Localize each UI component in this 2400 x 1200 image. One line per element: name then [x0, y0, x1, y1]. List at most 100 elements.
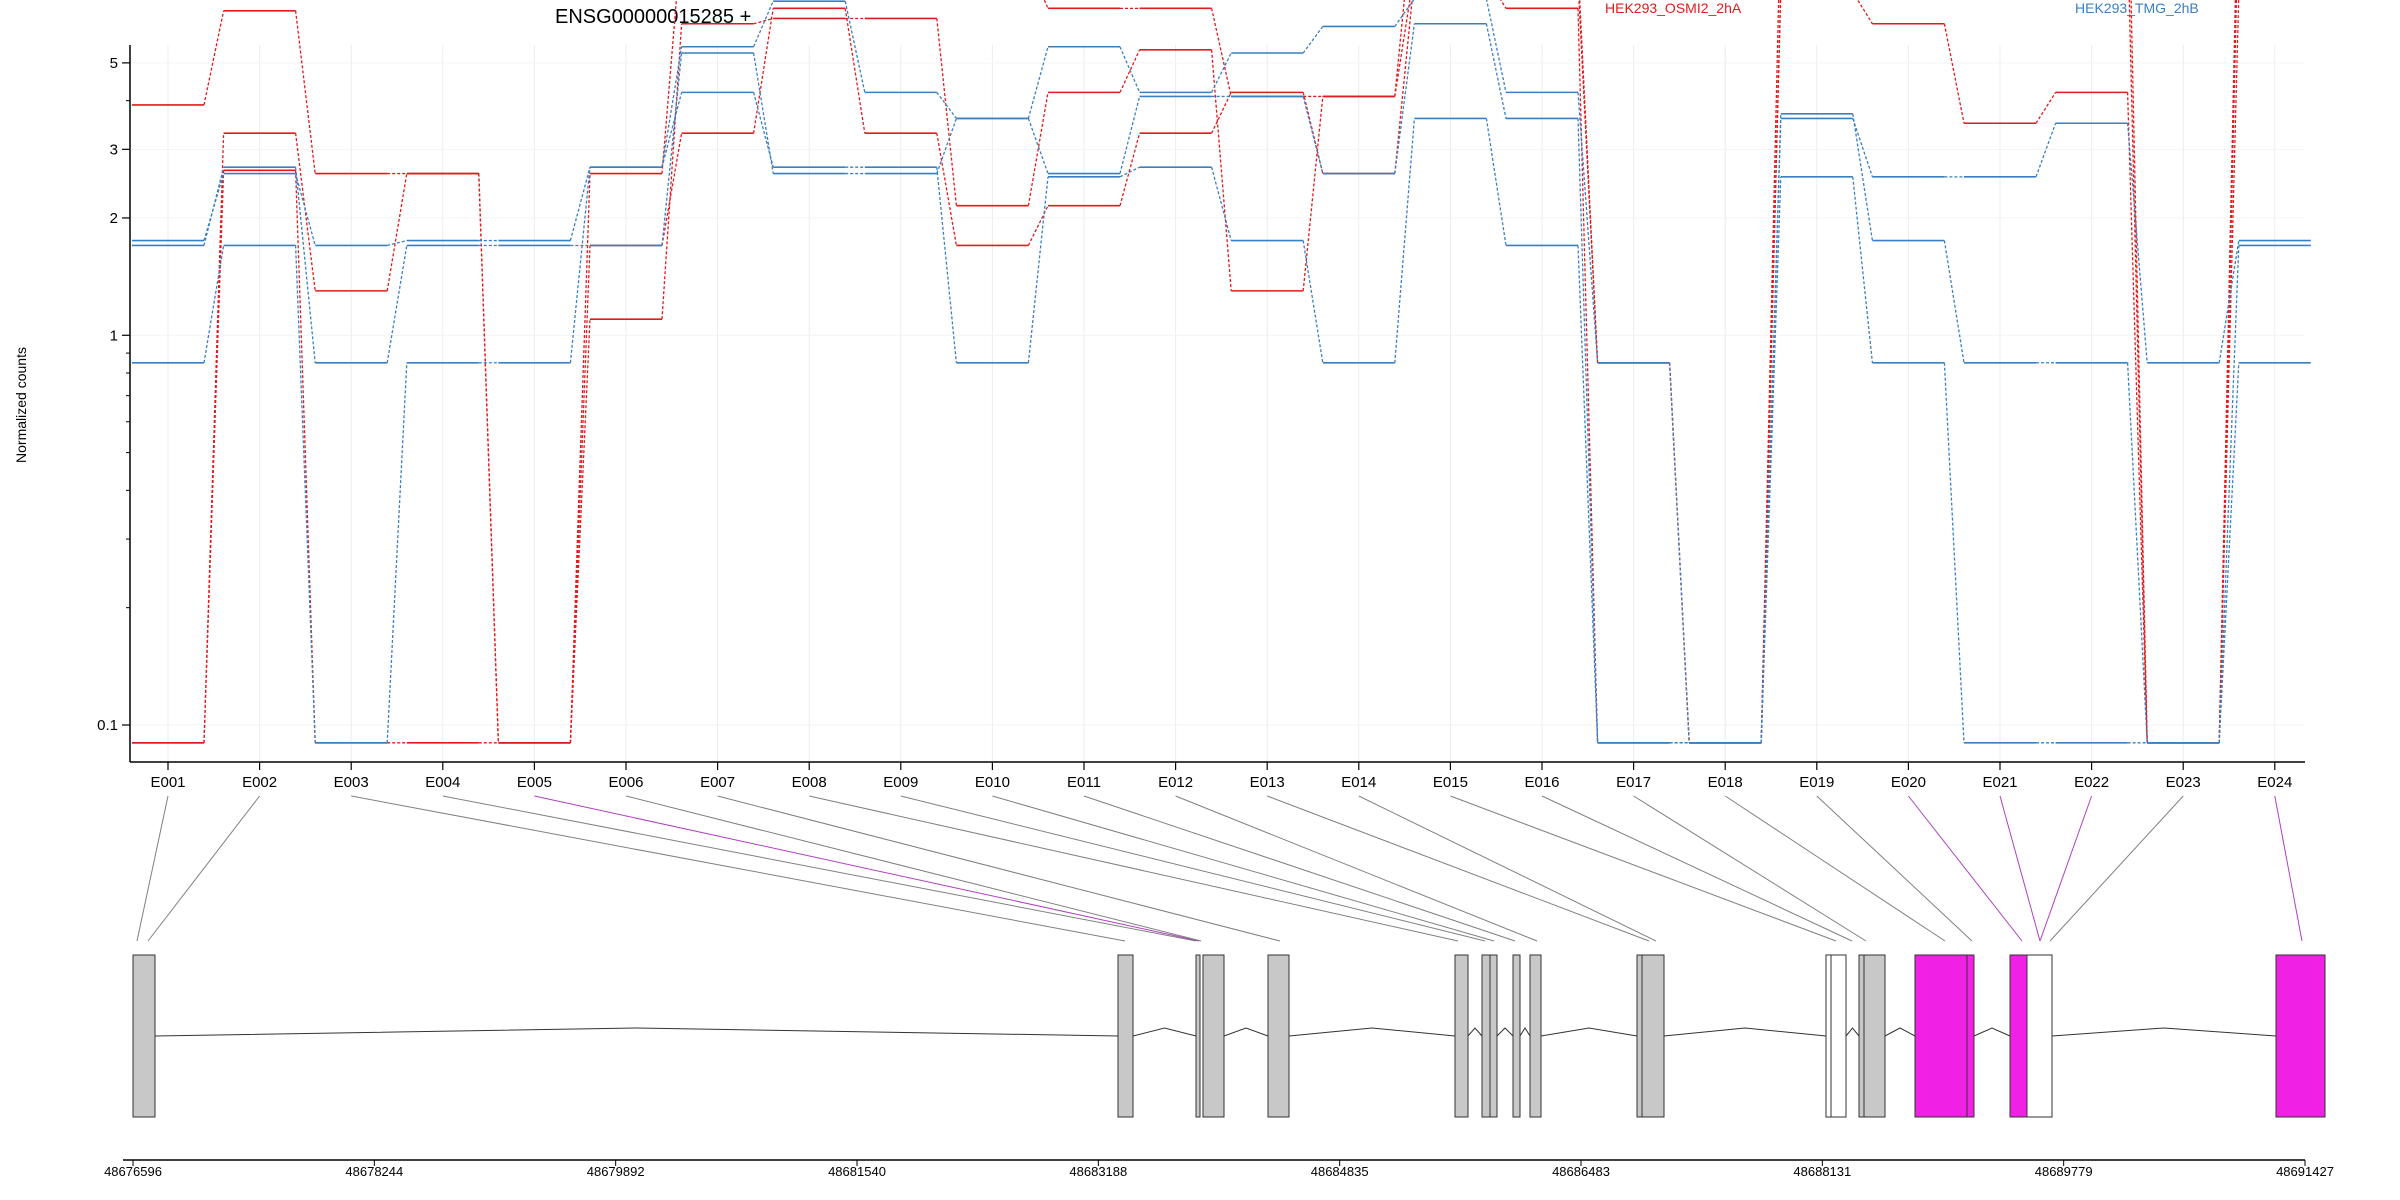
exon-connector — [147, 795, 260, 942]
series-link — [1302, 96, 1324, 174]
exon-box — [2009, 954, 2028, 1118]
series-link — [2126, 123, 2148, 363]
y-tick-label: 3 — [110, 141, 118, 158]
intron-line — [154, 1027, 1119, 1037]
exon-box — [1512, 954, 1521, 1118]
series-link — [1210, 166, 1232, 241]
series-link — [2128, 0, 2148, 743]
intron-line — [1132, 1027, 1197, 1037]
exon-connector — [1541, 795, 1853, 942]
series-link — [569, 167, 591, 363]
series-3 — [132, 0, 2311, 744]
series-link — [661, 46, 683, 168]
series-link — [1211, 52, 1232, 93]
series-link — [1027, 46, 1049, 119]
series-link — [2218, 362, 2240, 743]
series-link — [661, 133, 683, 246]
coordinate-label: 48684835 — [1311, 1164, 1369, 1179]
series-link — [1485, 23, 1507, 119]
series-link — [203, 170, 225, 743]
axes: 0.11235101520E001E002E003E004E005E006E00… — [97, 45, 2305, 791]
exon-connector — [717, 795, 1281, 942]
series-link — [1027, 92, 1049, 206]
series-link — [1485, 118, 1507, 246]
coordinate-label: 48679892 — [587, 1164, 645, 1179]
exon-box — [1117, 954, 1134, 1118]
series-link — [1394, 23, 1416, 174]
series-link — [936, 167, 958, 363]
intron-line — [1973, 1027, 2011, 1037]
series-link — [1943, 23, 1965, 124]
x-tick-label: E004 — [425, 774, 460, 791]
exon-box — [1863, 954, 1886, 1118]
x-tick-label: E009 — [883, 774, 918, 791]
series-link — [1211, 92, 1232, 134]
intron-line — [1288, 1027, 1456, 1037]
series-link — [753, 17, 774, 25]
x-tick-label: E021 — [1982, 774, 2017, 791]
chart-title: ENSG00000015285 + — [555, 6, 751, 28]
exon-box — [1267, 954, 1290, 1118]
series-link — [203, 10, 225, 106]
series-link — [752, 92, 774, 168]
exon-connector — [351, 795, 1126, 942]
series-link — [1852, 176, 1874, 363]
x-tick-label: E005 — [517, 774, 552, 791]
series-link — [844, 1, 866, 93]
exon-connectors — [136, 795, 2303, 942]
coordinate-label: 48683188 — [1069, 1164, 1127, 1179]
exon-connector — [809, 795, 1459, 942]
intron-line — [1663, 1027, 1827, 1037]
exon-box — [1858, 954, 1865, 1118]
exon-connector — [2039, 795, 2093, 942]
exon-box — [1202, 954, 1225, 1118]
x-tick-label: E003 — [334, 774, 369, 791]
series-link — [1943, 240, 1965, 363]
series-link — [2126, 362, 2148, 743]
exon-box — [1914, 954, 1968, 1118]
series-link — [294, 167, 316, 363]
exon-box — [1636, 954, 1643, 1118]
exon-connector — [2049, 795, 2184, 942]
series-link — [1027, 176, 1049, 363]
exon-box — [2275, 954, 2326, 1118]
intron-line — [1540, 1027, 1638, 1037]
series-link — [752, 8, 774, 134]
series-link — [386, 362, 408, 743]
series-link — [1119, 49, 1141, 93]
coordinate-label: 48681540 — [828, 1164, 886, 1179]
series-link — [2218, 245, 2240, 743]
series-link — [1394, 0, 1413, 174]
series-link — [1119, 166, 1140, 178]
series-5 — [132, 91, 2311, 744]
x-tick-label: E022 — [2074, 774, 2109, 791]
series-link — [1043, 0, 1049, 9]
series-link — [1119, 133, 1141, 206]
exon-connector — [136, 795, 169, 942]
exon-connector — [442, 795, 1197, 942]
exon-box — [1481, 954, 1491, 1118]
series-link — [752, 52, 774, 174]
exon-box — [1195, 954, 1201, 1118]
y-tick-label: 2 — [110, 210, 118, 227]
series-link — [1760, 176, 1782, 743]
exon-connector — [1267, 795, 1650, 942]
x-tick-label: E016 — [1524, 774, 1559, 791]
x-tick-label: E013 — [1250, 774, 1285, 791]
exon-connector — [900, 795, 1486, 942]
series-link — [203, 167, 225, 246]
x-tick-label: E006 — [608, 774, 643, 791]
exon-box — [1489, 954, 1498, 1118]
series-link — [844, 8, 866, 134]
exon-connector — [1724, 795, 1946, 942]
series-layer — [132, 0, 2311, 744]
series-link — [294, 133, 316, 291]
exon-connector — [1816, 795, 1973, 942]
exon-connector — [1999, 795, 2041, 942]
x-tick-label: E011 — [1067, 774, 1101, 791]
series-link — [661, 52, 683, 246]
series-link — [294, 10, 316, 174]
series-link — [2126, 92, 2148, 743]
series-link — [1943, 362, 1965, 743]
series-link — [1394, 0, 1411, 97]
